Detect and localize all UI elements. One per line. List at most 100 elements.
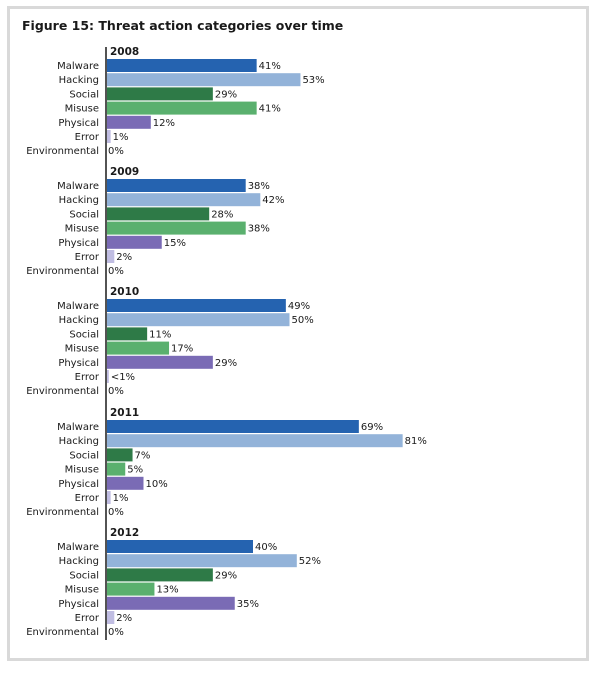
value-label-environmental-2011: 0% (108, 507, 124, 518)
year-label-2011: 2011 (110, 407, 139, 419)
value-label-social-2012: 29% (215, 570, 237, 581)
bar-error-2008 (107, 130, 111, 143)
value-label-hacking-2010: 50% (292, 315, 314, 326)
value-label-malware-2009: 38% (248, 181, 270, 192)
category-label-hacking-2008: Hacking (59, 75, 99, 86)
bar-hacking-2008 (107, 73, 301, 87)
value-label-environmental-2008: 0% (108, 146, 124, 157)
category-label-social-2009: Social (69, 209, 99, 220)
value-label-physical-2011: 10% (146, 479, 168, 490)
bar-social-2009 (107, 207, 210, 221)
bar-malware-2012 (107, 540, 253, 553)
value-label-environmental-2009: 0% (108, 266, 124, 277)
category-label-social-2011: Social (69, 450, 99, 461)
category-label-physical-2010: Physical (58, 358, 99, 369)
year-label-2009: 2009 (110, 166, 139, 178)
bar-physical-2012 (107, 596, 235, 610)
value-label-physical-2009: 15% (164, 238, 186, 249)
value-label-malware-2008: 41% (259, 61, 281, 72)
bar-physical-2010 (107, 355, 213, 369)
bar-social-2011 (107, 448, 133, 462)
bar-social-2010 (107, 327, 148, 341)
value-label-environmental-2010: 0% (108, 386, 124, 397)
value-label-misuse-2010: 17% (171, 344, 193, 355)
value-label-physical-2008: 12% (153, 118, 175, 129)
value-label-physical-2012: 35% (237, 599, 259, 610)
chart-title: Figure 15: Threat action categories over… (22, 18, 344, 33)
bar-error-2010 (107, 370, 109, 383)
value-label-error-2011: 1% (113, 493, 129, 504)
category-label-hacking-2012: Hacking (59, 556, 99, 567)
bar-misuse-2011 (107, 462, 126, 476)
value-label-hacking-2012: 52% (299, 556, 321, 567)
bar-error-2009 (107, 250, 115, 263)
category-label-environmental-2010: Environmental (26, 386, 99, 397)
value-label-social-2010: 11% (149, 329, 171, 340)
bar-hacking-2009 (107, 193, 261, 207)
value-label-error-2010: <1% (111, 372, 135, 383)
value-label-physical-2010: 29% (215, 358, 237, 369)
value-label-misuse-2008: 41% (259, 104, 281, 115)
category-label-hacking-2011: Hacking (59, 436, 99, 447)
value-label-error-2012: 2% (116, 613, 132, 624)
category-label-hacking-2010: Hacking (59, 315, 99, 326)
category-label-malware-2012: Malware (57, 542, 99, 553)
category-label-error-2008: Error (75, 132, 100, 143)
bar-misuse-2008 (107, 101, 257, 115)
bar-physical-2011 (107, 476, 144, 490)
bar-misuse-2012 (107, 582, 155, 596)
bar-misuse-2010 (107, 341, 170, 355)
category-label-environmental-2011: Environmental (26, 507, 99, 518)
category-label-malware-2008: Malware (57, 61, 99, 72)
category-label-physical-2008: Physical (58, 118, 99, 129)
bar-social-2008 (107, 87, 213, 101)
category-label-misuse-2008: Misuse (65, 104, 99, 115)
category-label-environmental-2012: Environmental (26, 627, 99, 638)
category-label-misuse-2012: Misuse (65, 585, 99, 596)
value-label-error-2008: 1% (113, 132, 129, 143)
category-label-social-2008: Social (69, 89, 99, 100)
category-label-physical-2012: Physical (58, 599, 99, 610)
category-label-malware-2010: Malware (57, 301, 99, 312)
category-label-hacking-2009: Hacking (59, 195, 99, 206)
category-label-misuse-2010: Misuse (65, 344, 99, 355)
bar-physical-2009 (107, 235, 162, 249)
value-label-social-2011: 7% (135, 450, 151, 461)
bar-malware-2011 (107, 420, 359, 433)
year-label-2008: 2008 (110, 46, 139, 58)
value-label-hacking-2011: 81% (405, 436, 427, 447)
category-label-error-2012: Error (75, 613, 100, 624)
bar-hacking-2012 (107, 554, 297, 568)
bar-malware-2008 (107, 59, 257, 72)
bar-error-2011 (107, 491, 111, 504)
bar-social-2012 (107, 568, 213, 582)
value-label-malware-2012: 40% (255, 542, 277, 553)
category-label-error-2010: Error (75, 372, 100, 383)
category-label-malware-2009: Malware (57, 181, 99, 192)
bar-hacking-2011 (107, 434, 403, 448)
value-label-social-2008: 29% (215, 89, 237, 100)
value-label-misuse-2011: 5% (127, 465, 143, 476)
category-label-environmental-2009: Environmental (26, 266, 99, 277)
category-label-misuse-2009: Misuse (65, 224, 99, 235)
category-label-error-2009: Error (75, 252, 100, 263)
value-label-social-2009: 28% (211, 209, 233, 220)
bar-malware-2010 (107, 299, 286, 312)
value-label-error-2009: 2% (116, 252, 132, 263)
figure-frame (7, 6, 589, 661)
year-label-2012: 2012 (110, 527, 139, 539)
bar-error-2012 (107, 611, 115, 624)
category-label-environmental-2008: Environmental (26, 146, 99, 157)
bar-hacking-2010 (107, 313, 290, 327)
value-label-hacking-2009: 42% (262, 195, 284, 206)
bar-misuse-2009 (107, 221, 246, 235)
value-label-environmental-2012: 0% (108, 627, 124, 638)
value-label-malware-2010: 49% (288, 301, 310, 312)
category-label-physical-2009: Physical (58, 238, 99, 249)
category-label-physical-2011: Physical (58, 479, 99, 490)
value-label-misuse-2012: 13% (156, 585, 178, 596)
category-label-social-2012: Social (69, 570, 99, 581)
year-label-2010: 2010 (110, 286, 139, 298)
value-label-malware-2011: 69% (361, 422, 383, 433)
bar-malware-2009 (107, 179, 246, 192)
